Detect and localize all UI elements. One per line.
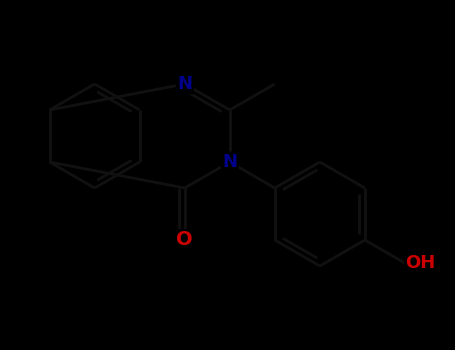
Text: N: N bbox=[177, 75, 192, 93]
Text: N: N bbox=[222, 153, 237, 171]
Text: OH: OH bbox=[405, 254, 435, 272]
Text: O: O bbox=[177, 231, 193, 250]
